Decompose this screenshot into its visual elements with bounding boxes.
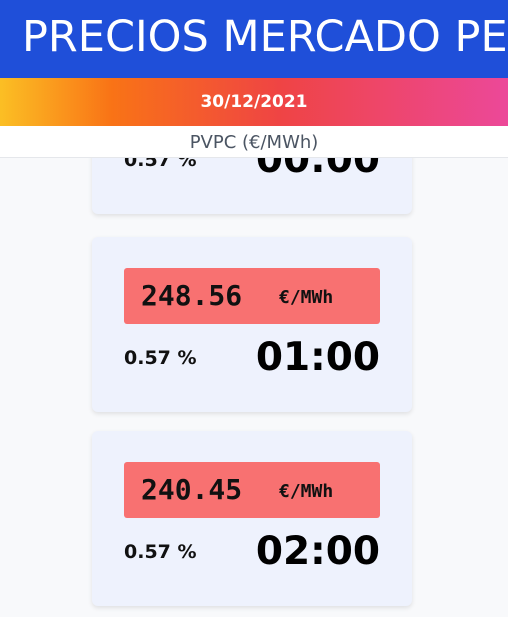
price-list[interactable]: 0.57 % 00:00 248.56 €/MWh 0.57 % 01:00 2…: [0, 157, 508, 617]
page-title: PRECIOS MERCADO PE: [22, 12, 508, 62]
date-bar: 30/12/2021: [0, 78, 508, 126]
price-box: 240.45 €/MWh: [124, 462, 380, 518]
price-box: 248.56 €/MWh: [124, 268, 380, 324]
percent-label: 0.57 %: [124, 157, 197, 171]
price-unit: €/MWh: [279, 481, 334, 502]
unit-label: PVPC (€/MWh): [189, 132, 319, 153]
hour-label: 01:00: [255, 335, 380, 380]
title-bar: PRECIOS MERCADO PE: [0, 0, 508, 78]
unit-bar: PVPC (€/MWh): [0, 126, 508, 158]
price-value: 248.56: [141, 279, 243, 312]
date-label: 30/12/2021: [200, 92, 308, 112]
price-card-01: 248.56 €/MWh 0.57 % 01:00: [92, 237, 412, 412]
price-card-00: 0.57 % 00:00: [92, 157, 412, 214]
price-value: 240.45: [141, 473, 243, 506]
percent-label: 0.57 %: [124, 541, 197, 563]
hour-label: 00:00: [255, 157, 380, 182]
price-unit: €/MWh: [279, 287, 334, 308]
hour-label: 02:00: [255, 529, 380, 574]
price-card-02: 240.45 €/MWh 0.57 % 02:00: [92, 431, 412, 606]
percent-label: 0.57 %: [124, 347, 197, 369]
